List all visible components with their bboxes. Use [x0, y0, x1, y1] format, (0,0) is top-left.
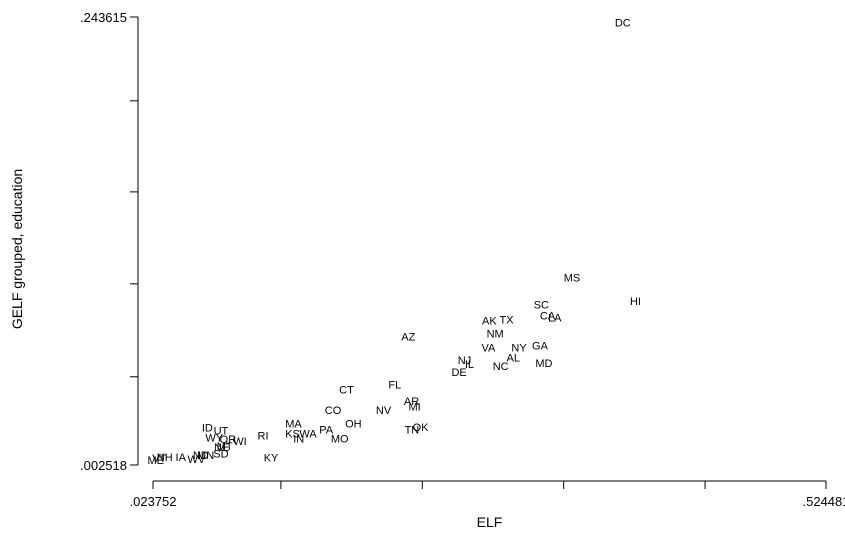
data-point-dc: DC	[615, 18, 631, 30]
data-point-la: LA	[548, 312, 562, 324]
x-axis	[152, 480, 827, 489]
y-tick-label-max: .243615	[80, 10, 127, 25]
data-point-ca: CA	[540, 311, 556, 323]
y-axis	[130, 16, 139, 466]
data-point-oh: OH	[345, 419, 362, 431]
data-point-nj: NJ	[458, 355, 471, 367]
x-ticks	[152, 481, 827, 489]
data-point-ny: NY	[511, 342, 527, 354]
y-axis-title: GELF grouped, education	[9, 169, 25, 329]
data-point-il: IL	[465, 359, 474, 371]
data-point-wy: WY	[205, 432, 223, 444]
data-point-ks: KS	[285, 429, 300, 441]
data-point-hi: HI	[630, 296, 641, 308]
data-point-or: OR	[220, 434, 237, 446]
data-point-wa: WA	[299, 429, 317, 441]
data-point-mo: MO	[331, 434, 349, 446]
data-point-mi: MI	[408, 402, 420, 414]
data-point-nd: ND	[193, 450, 209, 462]
data-point-az: AZ	[401, 331, 415, 343]
data-point-md: MD	[535, 358, 552, 370]
data-point-ri: RI	[258, 431, 269, 443]
y-ticks	[130, 16, 138, 466]
data-point-wi: WI	[233, 436, 246, 448]
data-point-nh: NH	[157, 452, 173, 464]
data-point-nc: NC	[493, 361, 509, 373]
data-point-de: DE	[451, 367, 466, 379]
data-point-mn: MN	[197, 450, 214, 462]
data-point-mt: MT	[217, 441, 233, 453]
data-point-vt: VT	[152, 453, 166, 465]
data-point-ne: NE	[214, 442, 229, 454]
data-point-tn: TN	[405, 425, 420, 437]
data-point-ok: OK	[413, 422, 430, 434]
y-tick-label-min: .002518	[80, 458, 127, 473]
data-point-in: IN	[293, 434, 304, 446]
data-point-va: VA	[481, 342, 496, 354]
data-point-ia: IA	[176, 452, 187, 464]
data-point-co: CO	[325, 405, 342, 417]
data-point-ut: UT	[214, 426, 229, 438]
data-point-ct: CT	[339, 385, 354, 397]
data-point-ak: AK	[482, 315, 497, 327]
data-point-nv: NV	[376, 405, 392, 417]
data-point-pa: PA	[319, 425, 334, 437]
x-axis-title: ELF	[477, 514, 503, 530]
data-point-wv: WV	[187, 454, 205, 466]
data-point-ma: MA	[285, 419, 302, 431]
data-point-nm: NM	[487, 328, 504, 340]
data-point-me: ME	[148, 455, 165, 467]
data-point-sc: SC	[534, 300, 549, 312]
data-point-ar: AR	[404, 396, 419, 408]
data-point-id: ID	[202, 423, 213, 435]
data-point-fl: FL	[388, 379, 401, 391]
data-point-ky: KY	[264, 452, 279, 464]
data-point-sd: SD	[213, 448, 228, 460]
data-point-al: AL	[507, 352, 520, 364]
x-tick-label-max: .524481	[803, 494, 845, 509]
x-tick-label-min: .023752	[130, 494, 177, 509]
data-point-ms: MS	[564, 273, 581, 285]
data-point-tx: TX	[500, 315, 515, 327]
data-point-ga: GA	[532, 340, 549, 352]
